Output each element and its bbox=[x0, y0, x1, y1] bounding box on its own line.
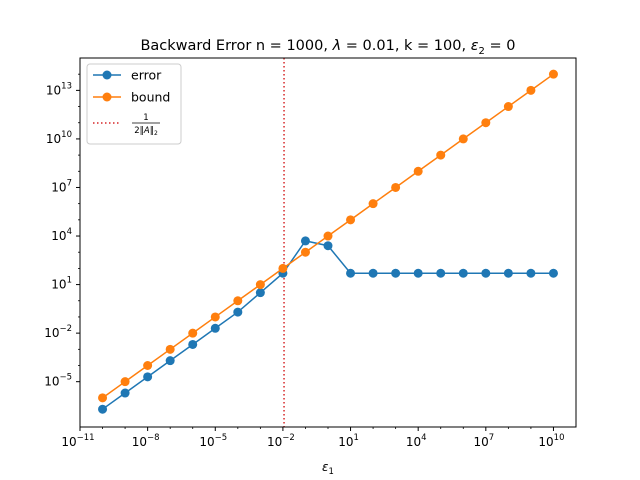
data-point-error bbox=[233, 307, 243, 317]
y-tick-label: 1010 bbox=[46, 130, 72, 146]
data-point-error bbox=[481, 268, 491, 278]
data-point-bound bbox=[436, 150, 446, 160]
x-tick-label: 10−2 bbox=[267, 433, 295, 449]
data-point-bound bbox=[188, 328, 198, 338]
x-tick-label: 10−11 bbox=[61, 433, 94, 449]
data-point-bound bbox=[346, 215, 356, 225]
x-tick-label: 10−5 bbox=[199, 433, 227, 449]
data-point-bound bbox=[368, 199, 378, 209]
data-point-error bbox=[368, 268, 378, 278]
x-axis-label: ε1 bbox=[322, 460, 334, 477]
x-tick-label: 10−8 bbox=[132, 433, 160, 449]
data-point-bound bbox=[300, 247, 310, 257]
legend: error bound 1 2‖A‖2 bbox=[86, 63, 182, 145]
y-tick-label: 104 bbox=[51, 227, 72, 243]
data-point-bound bbox=[255, 280, 265, 290]
legend-bound-label: bound bbox=[131, 90, 170, 105]
data-point-bound bbox=[391, 182, 401, 192]
data-point-error bbox=[120, 388, 130, 398]
y-tick-label: 10−2 bbox=[44, 324, 72, 340]
data-point-error bbox=[548, 268, 558, 278]
legend-error-label: error bbox=[131, 68, 162, 83]
data-point-bound bbox=[165, 344, 175, 354]
legend-bound-marker bbox=[102, 92, 112, 102]
y-tick-label: 1013 bbox=[46, 81, 72, 97]
data-point-error bbox=[346, 268, 356, 278]
y-tick-label: 101 bbox=[51, 276, 72, 292]
x-tick-label: 107 bbox=[473, 433, 494, 449]
series-bound bbox=[98, 69, 558, 403]
x-ticks: 10−11 10−8 10−5 10−2 101 104 107 1010 bbox=[61, 427, 565, 449]
legend-box bbox=[86, 63, 182, 145]
data-point-bound bbox=[210, 312, 220, 322]
data-point-bound bbox=[98, 393, 108, 403]
data-point-bound bbox=[143, 361, 153, 370]
data-point-error bbox=[210, 323, 220, 333]
data-point-bound bbox=[526, 85, 536, 95]
data-point-error bbox=[188, 339, 198, 349]
data-point-bound bbox=[323, 231, 333, 241]
legend-error-marker bbox=[102, 70, 112, 80]
data-point-bound bbox=[548, 69, 558, 79]
data-point-error bbox=[165, 356, 175, 366]
data-point-error bbox=[413, 268, 423, 278]
y-tick-label: 107 bbox=[51, 178, 72, 194]
series-layer bbox=[98, 69, 558, 414]
data-point-bound bbox=[233, 296, 243, 306]
data-point-error bbox=[300, 236, 310, 246]
data-point-error bbox=[143, 372, 153, 382]
data-point-bound bbox=[458, 134, 468, 144]
legend-vline-label-numerator: 1 bbox=[143, 113, 148, 123]
legend-vline-label-denominator: 2‖A‖2 bbox=[134, 126, 158, 137]
data-point-bound bbox=[278, 263, 288, 273]
data-point-bound bbox=[481, 118, 491, 128]
data-point-bound bbox=[120, 377, 130, 387]
x-tick-label: 101 bbox=[338, 433, 359, 449]
data-point-error bbox=[323, 241, 333, 251]
data-point-error bbox=[503, 268, 513, 278]
data-point-error bbox=[458, 268, 468, 278]
x-tick-label: 104 bbox=[406, 433, 427, 449]
data-point-error bbox=[526, 268, 536, 278]
y-ticks: 10−5 10−2 101 104 107 1010 1013 bbox=[44, 73, 80, 389]
x-tick-label: 1010 bbox=[538, 433, 564, 449]
data-point-error bbox=[391, 268, 401, 278]
y-tick-label: 10−5 bbox=[44, 373, 72, 389]
chart-title: Backward Error n = 1000, λ = 0.01, k = 1… bbox=[140, 38, 515, 57]
data-point-error bbox=[436, 268, 446, 278]
data-point-error bbox=[98, 404, 108, 414]
data-point-bound bbox=[413, 166, 423, 176]
data-point-bound bbox=[503, 102, 513, 112]
plot-area-frame bbox=[79, 57, 577, 428]
data-point-error bbox=[255, 288, 265, 298]
